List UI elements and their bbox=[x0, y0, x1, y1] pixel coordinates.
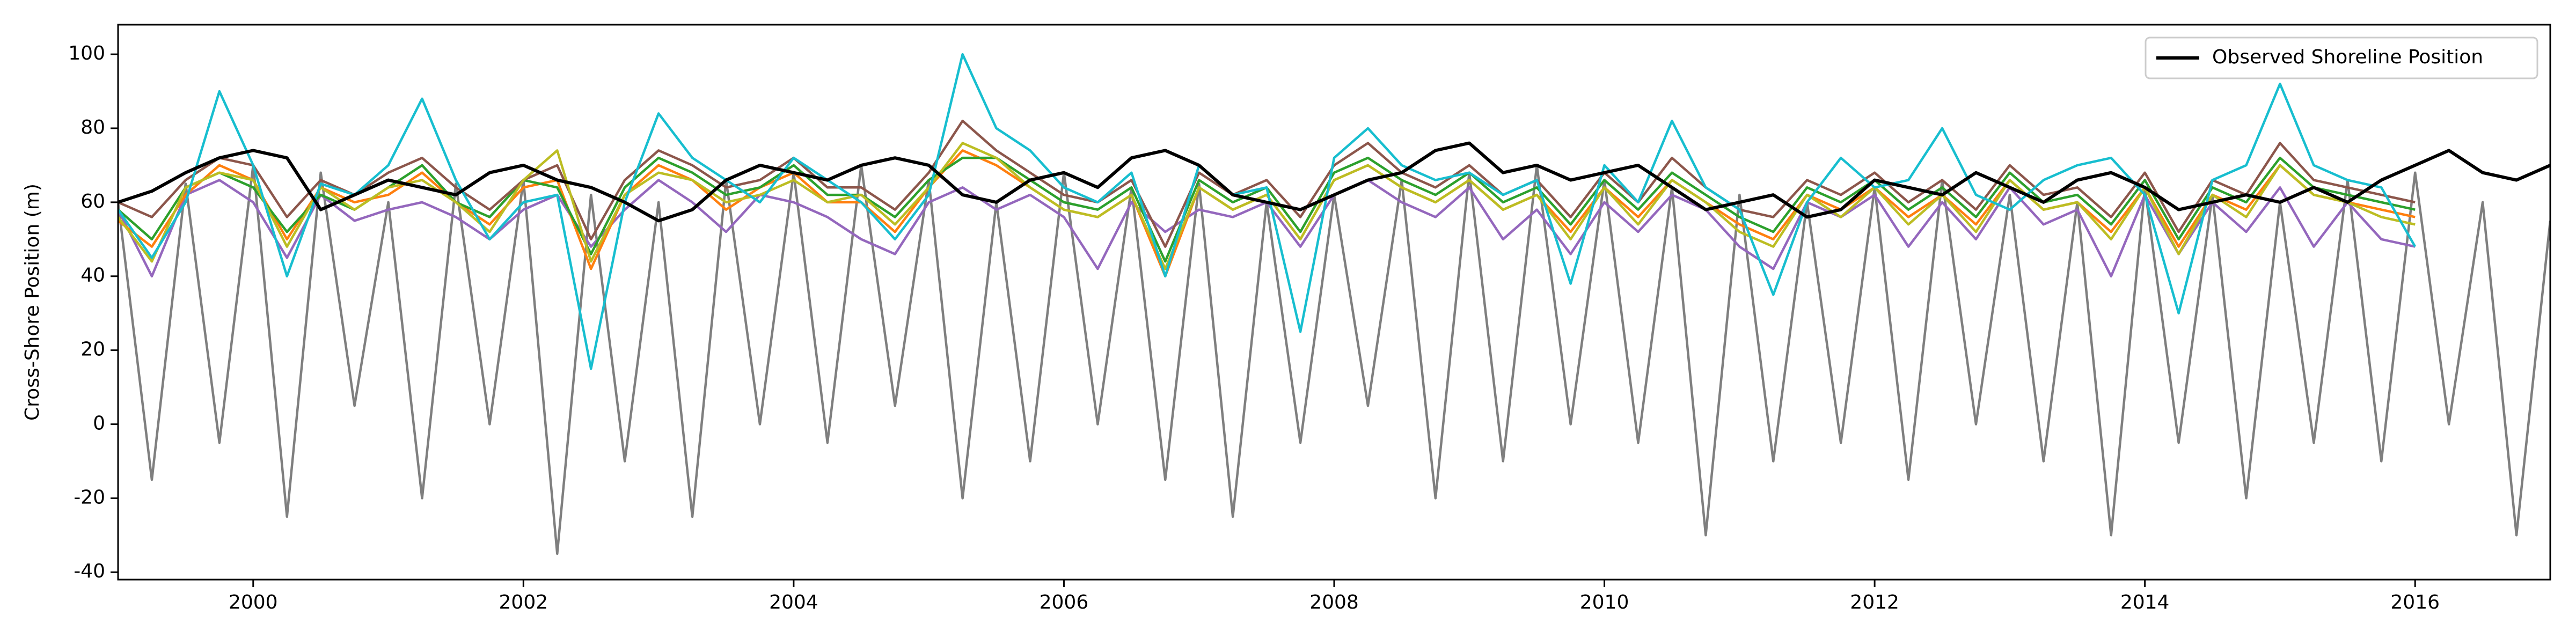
y-tick-label: 40 bbox=[80, 265, 105, 287]
y-tick-label: 60 bbox=[80, 191, 105, 213]
line bbox=[118, 119, 2416, 248]
y-axis-label: Cross-Shore Position (m) bbox=[21, 184, 43, 421]
line bbox=[118, 142, 2416, 270]
line bbox=[118, 141, 2550, 223]
y-tick-label: 80 bbox=[80, 116, 105, 138]
y-tick-label: 100 bbox=[68, 42, 105, 64]
x-tick-label: 2000 bbox=[229, 591, 278, 613]
legend-box bbox=[2145, 36, 2538, 79]
x-tick-label: 2006 bbox=[1040, 591, 1089, 613]
x-tick-label: 2012 bbox=[1850, 591, 1899, 613]
x-tick-label: 2016 bbox=[2390, 591, 2440, 613]
legend-label: Observed Shoreline Position bbox=[2212, 46, 2483, 68]
line bbox=[118, 53, 2417, 370]
x-tick-label: 2002 bbox=[499, 591, 548, 613]
y-tick-label: -20 bbox=[74, 486, 105, 508]
x-tick-label: 2010 bbox=[1580, 591, 1629, 613]
y-tick-label: 0 bbox=[93, 412, 105, 434]
x-tick-label: 2004 bbox=[769, 591, 818, 613]
x-tick-label: 2014 bbox=[2120, 591, 2170, 613]
y-tick-label: -40 bbox=[74, 560, 105, 582]
plot-frame bbox=[117, 24, 2551, 581]
y-tick-label: 20 bbox=[80, 339, 105, 361]
x-tick-label: 2008 bbox=[1309, 591, 1359, 613]
